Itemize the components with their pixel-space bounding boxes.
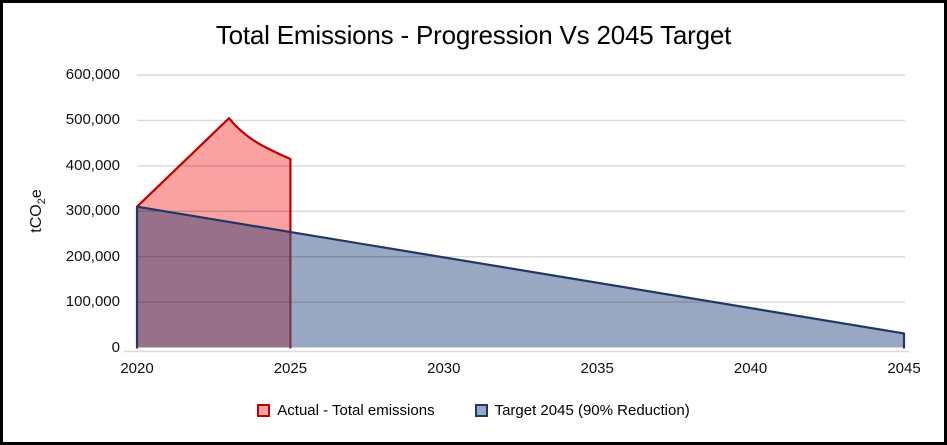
overlap-area [137, 206, 291, 348]
x-tick-label: 2035 [580, 360, 614, 377]
y-axis-title-suffix: e [28, 189, 45, 199]
x-tick-label: 2025 [273, 360, 308, 377]
x-tick-label: 2020 [120, 360, 154, 377]
legend-label-actual: Actual - Total emissions [277, 402, 435, 419]
y-tick-label: 400,000 [65, 156, 120, 174]
y-tick-label: 500,000 [65, 111, 120, 129]
legend-label-target: Target 2045 (90% Reduction) [494, 402, 690, 419]
plot-area [124, 74, 909, 353]
legend-item-target: Target 2045 (90% Reduction) [474, 402, 690, 419]
legend-marker-target [474, 404, 488, 417]
legend-marker-actual [257, 404, 271, 417]
x-tick-label: 2040 [733, 360, 768, 377]
y-tick-label: 100,000 [65, 293, 120, 311]
y-tick-label: 600,000 [65, 66, 120, 83]
y-tick-label: 0 [111, 338, 120, 356]
x-tick-label: 2030 [427, 360, 461, 377]
actual-line [136, 117, 292, 233]
target-line [135, 205, 906, 349]
y-tick-label: 200,000 [65, 247, 120, 265]
legend-item-actual: Actual - Total emissions [257, 402, 435, 419]
x-tick-label: 2045 [887, 360, 921, 377]
target-area [290, 232, 904, 348]
chart-title: Total Emissions - Progression Vs 2045 Ta… [215, 20, 732, 50]
y-tick-label: 300,000 [65, 202, 120, 220]
legend: Actual - Total emissions Target 2045 (90… [3, 402, 944, 419]
actual-area [137, 118, 291, 233]
